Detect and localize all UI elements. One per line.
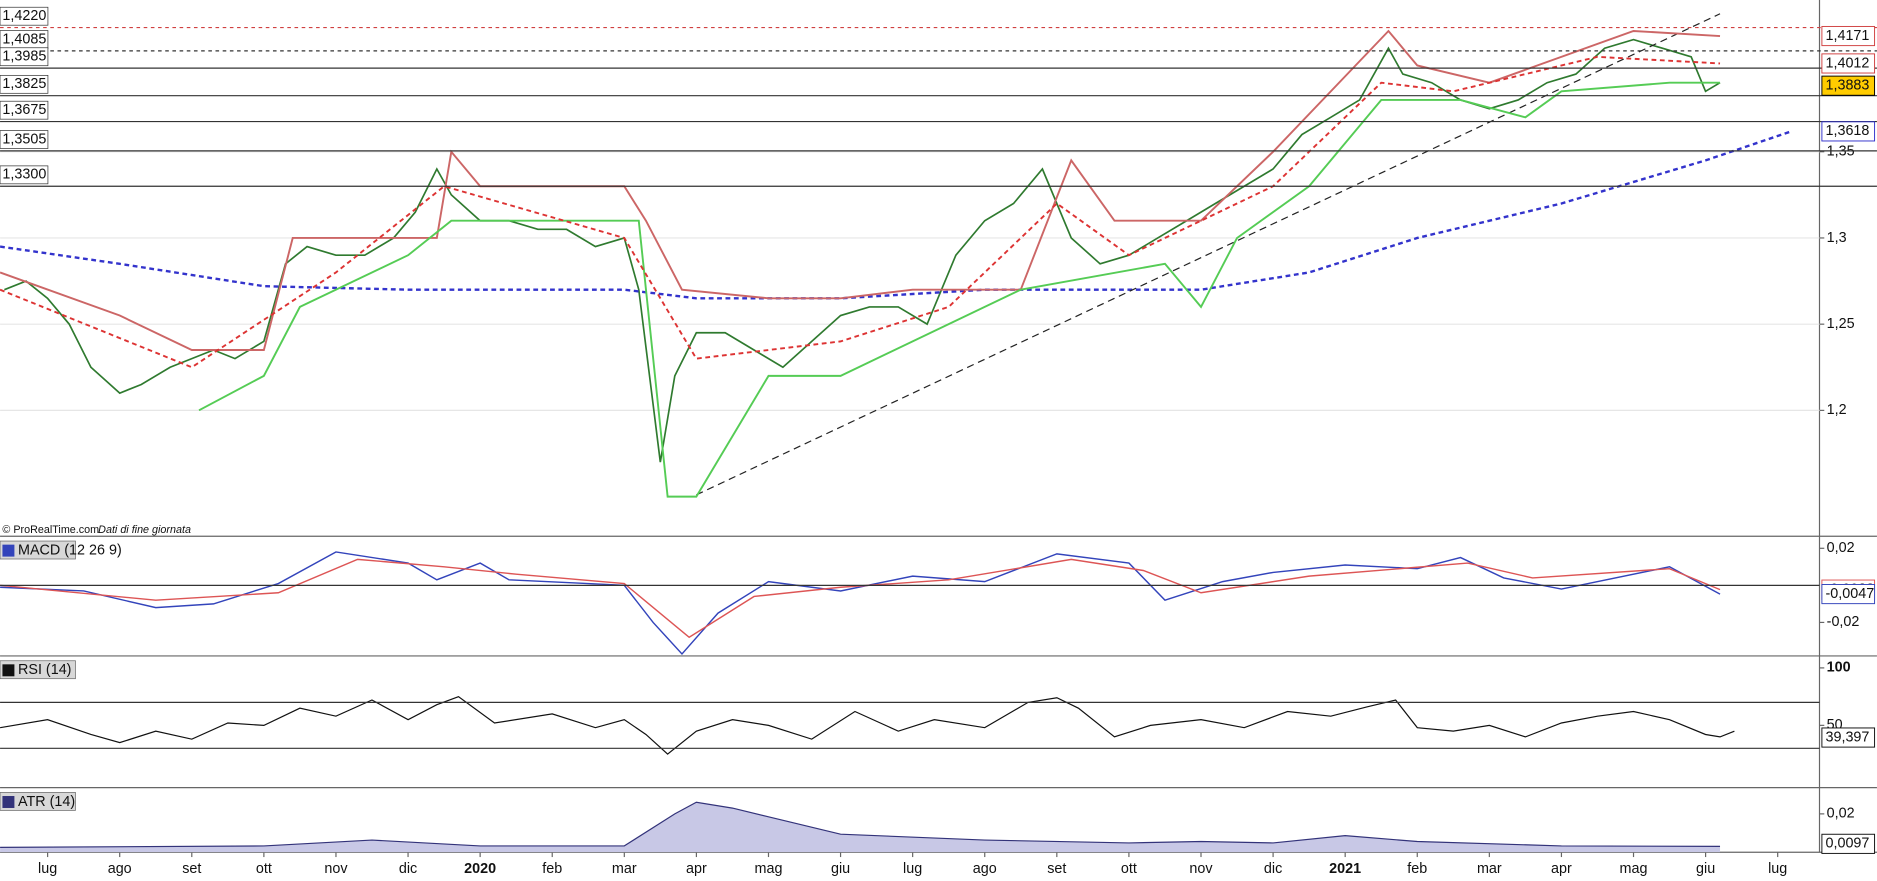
line xyxy=(0,558,1721,639)
price-tag-label: 1,4012 xyxy=(1825,55,1869,71)
line xyxy=(0,551,1721,656)
level-label: 1,3825 xyxy=(2,76,46,92)
legend-swatch xyxy=(2,796,15,808)
x-tick-label: mar xyxy=(1477,861,1502,877)
x-tick-label: ago xyxy=(973,861,997,877)
level-label-box xyxy=(0,74,49,94)
x-tick-label: lug xyxy=(38,861,57,877)
x-tick-label: set xyxy=(182,861,201,877)
x-tick-label: 2021 xyxy=(1329,861,1361,877)
legend-swatch xyxy=(2,544,15,557)
price-tag xyxy=(1821,25,1876,47)
panel xyxy=(0,13,1820,498)
area xyxy=(0,802,1721,853)
line xyxy=(4,38,1721,463)
level-label-box xyxy=(0,165,49,185)
level-label-box xyxy=(0,100,49,120)
panel-title: MACD (12 26 9) xyxy=(18,542,122,558)
line xyxy=(0,801,1721,848)
price-tag-label: 0,0097 xyxy=(1825,836,1869,852)
x-tick-label: feb xyxy=(1407,861,1427,877)
panel-title: RSI (14) xyxy=(18,662,71,678)
x-tick-label: dic xyxy=(399,861,417,877)
x-tick-label: ago xyxy=(108,861,132,877)
level-label-box xyxy=(0,130,49,149)
legend-box xyxy=(0,792,76,811)
x-tick-label: mag xyxy=(1620,861,1648,877)
y-tick-label: 0,02 xyxy=(1827,540,1855,556)
x-tick-label: mar xyxy=(612,861,637,877)
y-tick-label: 1,3 xyxy=(1827,230,1847,246)
y-tick-label: 1,25 xyxy=(1827,316,1855,332)
x-tick-label: dic xyxy=(1264,861,1282,877)
price-tag xyxy=(1821,53,1876,74)
level-label: 1,3505 xyxy=(2,131,46,147)
price-tag xyxy=(1821,833,1876,854)
level-label: 1,4085 xyxy=(2,31,46,47)
x-tick-label: set xyxy=(1047,861,1066,877)
source-note: Dati di fine giornata xyxy=(98,524,191,536)
x-tick-label: lug xyxy=(1768,861,1787,877)
level-label: 1,4220 xyxy=(2,8,46,24)
line xyxy=(198,81,1721,498)
y-tick-label: 100 xyxy=(1827,660,1851,676)
price-tag-label: 1,4171 xyxy=(1825,28,1869,44)
price-tag xyxy=(1821,75,1876,96)
level-label-box xyxy=(0,6,49,26)
level-label: 1,3675 xyxy=(2,102,46,118)
price-tag xyxy=(1821,727,1876,748)
line xyxy=(0,129,1793,300)
price-tag xyxy=(1821,121,1876,142)
panel xyxy=(0,695,1735,755)
price-tag-label: 1,3618 xyxy=(1825,123,1869,139)
y-tick-label: -0,02 xyxy=(1827,614,1860,630)
x-tick-label: 2020 xyxy=(464,861,496,877)
source: © ProRealTime.com xyxy=(2,524,99,536)
panel-title: ATR (14) xyxy=(18,794,75,810)
line xyxy=(0,29,1721,351)
x-tick-label: feb xyxy=(542,861,562,877)
y-tick-label: 1,2 xyxy=(1827,402,1847,418)
x-tick-label: giu xyxy=(831,861,850,877)
price-tag-label: 39,397 xyxy=(1825,729,1869,745)
x-tick-label: nov xyxy=(324,861,348,877)
y-tick-label: 0,02 xyxy=(1827,806,1855,822)
price-tag-label: 1,3883 xyxy=(1825,77,1869,93)
price-tag xyxy=(1821,584,1876,605)
level-label-box xyxy=(0,47,49,67)
level-label: 1,3300 xyxy=(2,167,46,183)
x-tick-label: ott xyxy=(1121,861,1137,877)
level-label: 1,3985 xyxy=(2,49,46,65)
x-tick-label: lug xyxy=(903,861,922,877)
panel xyxy=(0,551,1721,656)
legend-box xyxy=(0,540,76,560)
x-tick-label: nov xyxy=(1189,861,1213,877)
legend-box xyxy=(0,660,76,680)
x-tick-label: apr xyxy=(1551,861,1572,877)
price-tag-label: -0,0047 xyxy=(1825,586,1874,602)
x-tick-label: ott xyxy=(256,861,272,877)
line xyxy=(696,13,1721,496)
x-tick-label: apr xyxy=(686,861,707,877)
x-tick-label: mag xyxy=(755,861,783,877)
legend-swatch xyxy=(2,664,15,677)
panel xyxy=(0,801,1721,853)
y-tick-label: 1,35 xyxy=(1827,144,1855,160)
x-tick-label: giu xyxy=(1696,861,1715,877)
line xyxy=(0,695,1735,755)
